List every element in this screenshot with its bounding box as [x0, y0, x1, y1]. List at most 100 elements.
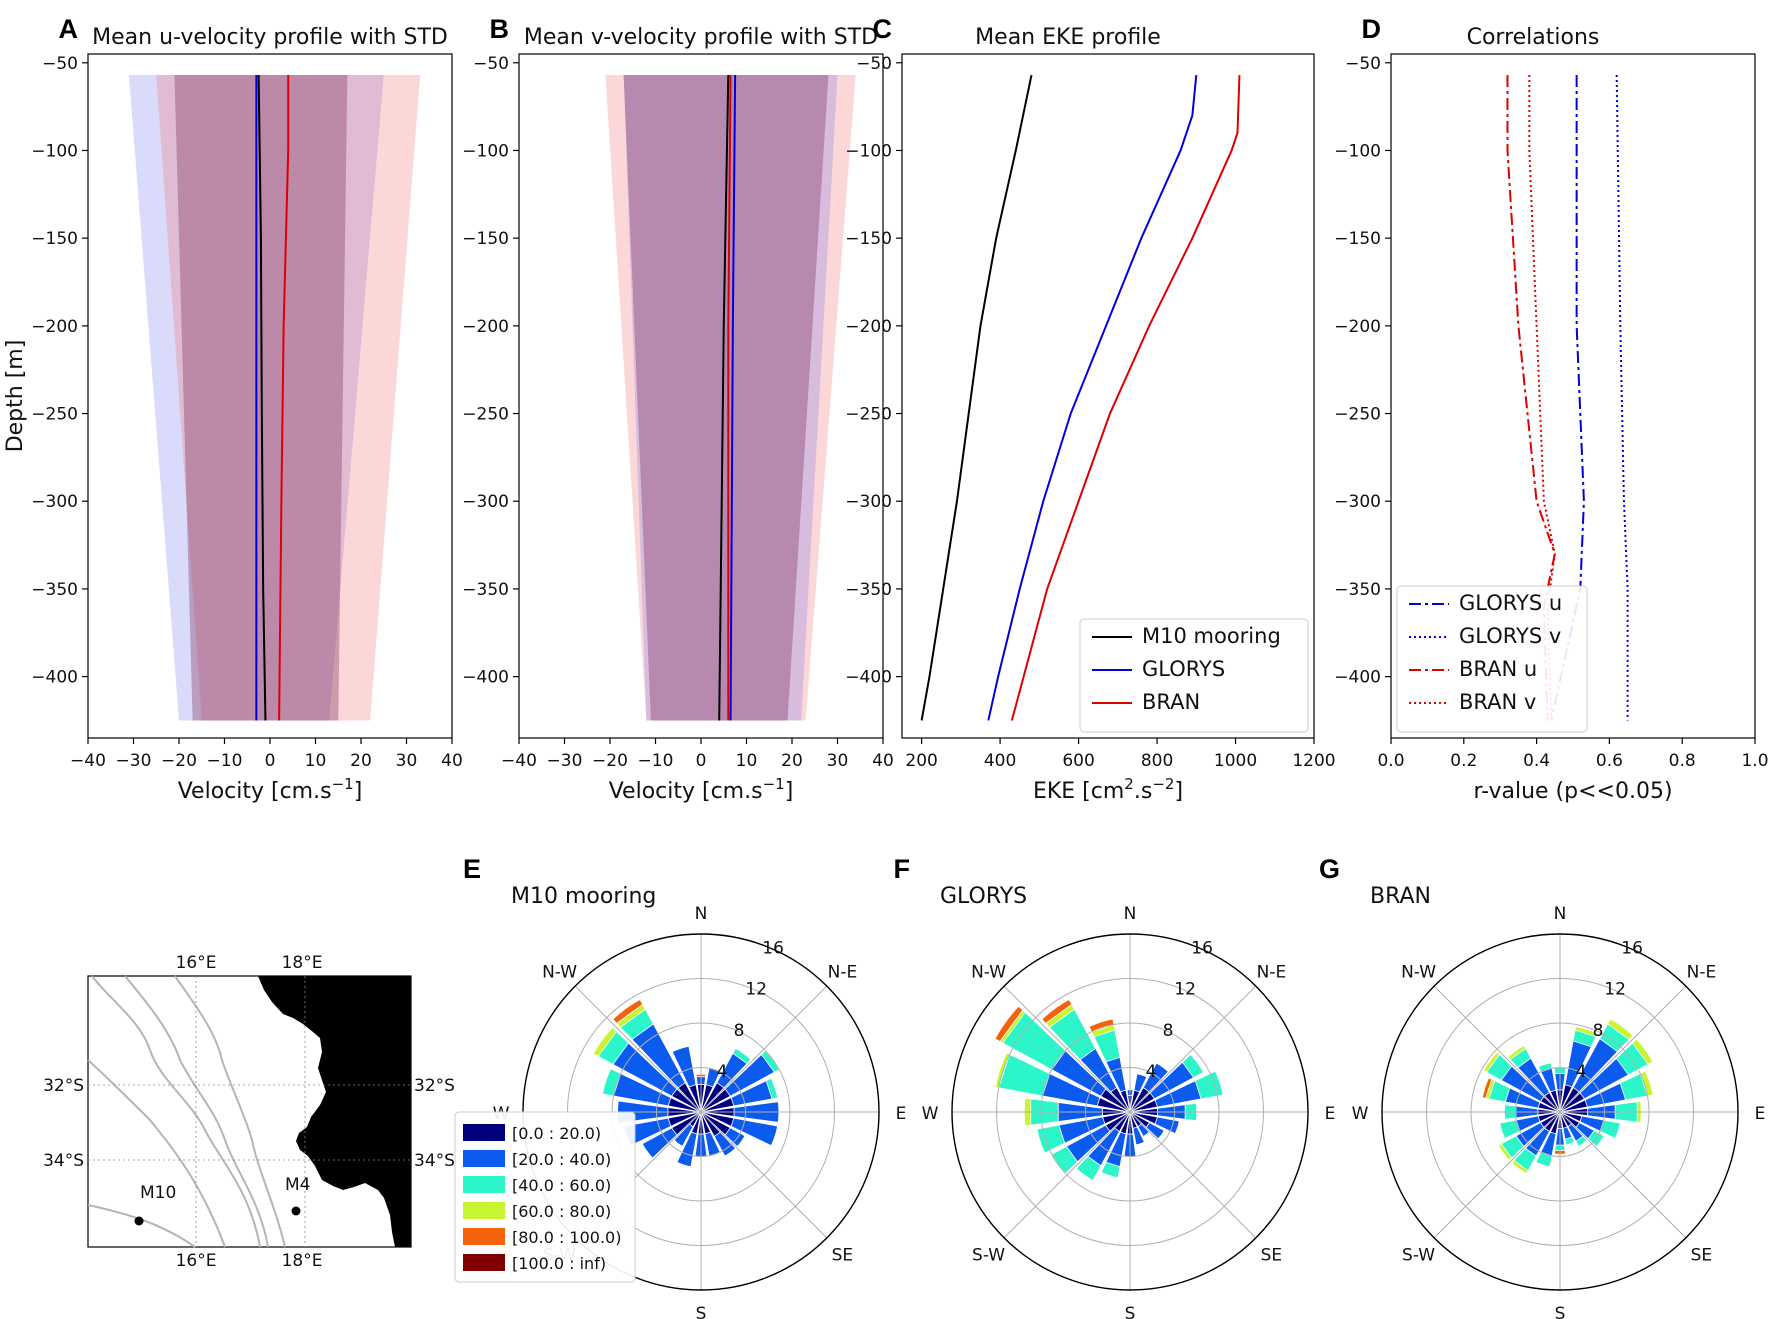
rose-sector	[1535, 1151, 1553, 1168]
rose-direction-label: N-E	[1257, 963, 1287, 983]
bin-label: [20.0 : 40.0)	[512, 1150, 611, 1169]
station-m4-label: M4	[285, 1175, 310, 1195]
y-tick-label: −350	[31, 580, 78, 600]
y-tick-label: −100	[462, 141, 509, 161]
x-tick-label: 0.0	[1377, 751, 1404, 771]
y-tick-label: −150	[462, 229, 509, 249]
map-panel: 16°E 18°E 16°E 18°E 32°S 34°S 32°S 34°S …	[43, 953, 455, 1271]
rose-sector	[641, 1127, 678, 1159]
legend-label: M10 mooring	[1142, 624, 1281, 648]
bin-swatch	[463, 1228, 505, 1245]
rose-sector	[1575, 1135, 1588, 1147]
x-tick-label: 400	[984, 751, 1016, 771]
bin-swatch	[463, 1150, 505, 1167]
station-m10-label: M10	[140, 1183, 176, 1203]
rose-ring-label: 4	[1146, 1062, 1157, 1082]
rose-direction-label: E	[1755, 1104, 1766, 1124]
rose-direction-label: N	[1554, 904, 1567, 924]
y-tick-label: −250	[845, 405, 892, 425]
std-band	[605, 75, 856, 721]
series-line-bran-v	[1528, 75, 1556, 721]
rose-sector	[1137, 1123, 1150, 1138]
legend-label: GLORYS v	[1459, 624, 1561, 648]
x-tick-label: −10	[638, 751, 674, 771]
y-tick-label: −100	[1334, 141, 1381, 161]
rose-sector	[602, 1068, 622, 1097]
x-tick-label: 40	[441, 751, 463, 771]
panel-letter: G	[1319, 854, 1340, 884]
y-tick-label: −250	[462, 405, 509, 425]
x-tick-label: 10	[736, 751, 758, 771]
y-axis-label: Depth [m]	[3, 340, 28, 453]
legend-label: GLORYS	[1142, 657, 1225, 681]
map-left-lat-label: 32°S	[43, 1076, 84, 1096]
std-band	[623, 75, 838, 721]
axes-frame	[1390, 53, 1756, 739]
x-tick-label: 0.4	[1523, 751, 1550, 771]
y-tick-label: −200	[462, 317, 509, 337]
y-tick-label: −150	[845, 229, 892, 249]
panel-A: −50−100−150−200−250−300−350−400−40 −30 −20…	[3, 14, 463, 804]
rose-direction-label: E	[896, 1104, 907, 1124]
rose-direction-label: N-E	[828, 963, 858, 983]
panel-letter: B	[490, 14, 510, 44]
rose-title: M10 mooring	[511, 884, 656, 909]
rose-sector	[1481, 1077, 1493, 1099]
rose-direction-label: N-W	[542, 963, 577, 983]
rose-sector	[1599, 1119, 1621, 1139]
map-top-lon-label: 18°E	[282, 953, 323, 973]
bin-swatch	[463, 1202, 505, 1219]
speed-bin-legend: [0.0 : 20.0) [20.0 : 40.0) [40.0 : 60.0) [6…	[454, 1111, 636, 1283]
rose-sector	[1499, 1119, 1521, 1139]
y-tick-label: −100	[31, 141, 78, 161]
rose-direction-label: S	[696, 1304, 707, 1319]
rose-sector	[1181, 1053, 1204, 1079]
x-tick-label: 0.6	[1596, 751, 1623, 771]
rose-direction-label: SE	[1261, 1245, 1283, 1265]
rose-spoke	[1129, 985, 1257, 1113]
map-right-lat-label: 32°S	[414, 1076, 455, 1096]
y-tick-label: −100	[845, 141, 892, 161]
panel-letter: A	[59, 14, 79, 44]
rose-sector	[765, 1077, 779, 1100]
y-tick-label: −50	[473, 54, 509, 74]
x-tick-label: 800	[1141, 751, 1173, 771]
x-tick-label: 30	[396, 751, 418, 771]
panel-letter: E	[463, 854, 481, 884]
y-tick-label: −200	[1334, 317, 1381, 337]
panel-letter: F	[894, 854, 911, 884]
panel-B: −50−100−150−200−250−300−350−400−40 −30 −20…	[462, 14, 894, 804]
rose-sector	[1145, 1122, 1165, 1140]
series-line-bran	[727, 75, 732, 721]
series-line-bran	[1010, 75, 1241, 721]
x-axis-label-text: ]	[1174, 779, 1183, 804]
rose-direction-label: SE	[832, 1245, 854, 1265]
series-line-glorys	[729, 75, 737, 721]
rose-sector	[1088, 1018, 1115, 1033]
rose-sector	[1036, 1124, 1066, 1154]
rose-sector	[1075, 1155, 1102, 1182]
legend-label: BRAN v	[1459, 690, 1536, 714]
x-axis-label-exponent: −2	[1152, 775, 1174, 793]
rose-direction-label: S	[1125, 1304, 1136, 1319]
rose-direction-label: W	[922, 1104, 939, 1124]
y-tick-label: −150	[31, 229, 78, 249]
line-panels: −50−100−150−200−250−300−350−400−40 −30 −20…	[3, 14, 1769, 804]
series-line-m10-mooring	[257, 75, 267, 721]
x-tick-label: 10	[305, 751, 327, 771]
x-tick-label: 600	[1062, 751, 1094, 771]
x-tick-label: −30	[116, 751, 152, 771]
rose-direction-label: S	[1555, 1304, 1566, 1319]
rose-direction-label: S-W	[1402, 1245, 1435, 1265]
x-axis-label-text: Velocity [cm.s	[609, 779, 763, 804]
panel-title: Mean u-velocity profile with STD	[92, 25, 448, 50]
rose-sector	[612, 998, 644, 1024]
map-left-lat-label: 34°S	[43, 1151, 84, 1171]
x-axis-label: Velocity [cm.s−1]	[178, 775, 363, 804]
series-line-glorys	[987, 74, 1198, 721]
bin-swatch	[463, 1124, 505, 1141]
x-tick-label: 20	[781, 751, 803, 771]
rose-spoke	[1129, 1111, 1257, 1239]
std-band	[156, 75, 421, 721]
